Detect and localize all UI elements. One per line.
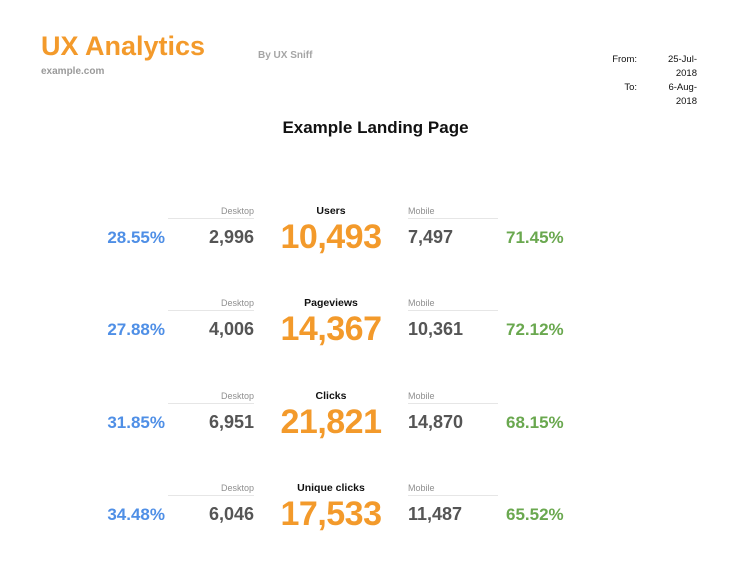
mobile-value: 14,870 xyxy=(408,412,464,432)
desktop-label: Desktop xyxy=(168,391,254,404)
byline: By UX Sniff xyxy=(258,50,313,61)
mobile-percent: 65.52% xyxy=(506,505,564,524)
mobile-percent: 68.15% xyxy=(506,413,564,432)
metric-total: 17,533 xyxy=(280,495,383,533)
mobile-label: Mobile xyxy=(408,391,498,404)
from-label: From: xyxy=(612,54,637,65)
domain-text: example.com xyxy=(41,66,105,77)
desktop-value: 4,006 xyxy=(208,319,254,339)
desktop-percent: 27.88% xyxy=(107,320,165,339)
desktop-percent: 31.85% xyxy=(107,413,165,432)
metric-pageviews: 27.88% Desktop 4,006 Pageviews 14,367 Mo… xyxy=(0,297,751,368)
metric-unique-clicks: 34.48% Desktop 6,046 Unique clicks 17,53… xyxy=(0,482,751,553)
desktop-percent: 28.55% xyxy=(107,228,165,247)
metric-label: Unique clicks xyxy=(297,482,365,494)
mobile-value: 11,487 xyxy=(408,504,463,524)
page-title: Example Landing Page xyxy=(282,118,469,137)
desktop-label: Desktop xyxy=(168,206,254,219)
from-date: 25-Jul-2018 xyxy=(667,54,697,79)
mobile-percent: 72.12% xyxy=(506,320,564,339)
metric-label: Pageviews xyxy=(304,297,358,309)
to-date: 6-Aug-2018 xyxy=(668,82,697,107)
mobile-label: Mobile xyxy=(408,298,498,311)
metric-label: Clicks xyxy=(315,390,347,402)
desktop-percent: 34.48% xyxy=(107,505,165,524)
metric-label: Users xyxy=(316,205,346,217)
mobile-value: 7,497 xyxy=(408,227,454,247)
desktop-label: Desktop xyxy=(168,298,254,311)
mobile-label: Mobile xyxy=(408,206,498,219)
metric-total: 14,367 xyxy=(280,310,383,348)
mobile-percent: 71.45% xyxy=(506,228,564,247)
mobile-label: Mobile xyxy=(408,483,498,496)
metric-total: 21,821 xyxy=(280,403,383,441)
desktop-value: 6,951 xyxy=(208,412,254,432)
desktop-label: Desktop xyxy=(168,483,254,496)
desktop-value: 2,996 xyxy=(208,227,254,247)
metric-users: 28.55% Desktop 2,996 Users 10,493 Mobile… xyxy=(0,205,751,276)
date-range: From: 25-Jul-2018 To: 6-Aug-2018 xyxy=(612,53,697,109)
metric-clicks: 31.85% Desktop 6,951 Clicks 21,821 Mobil… xyxy=(0,390,751,461)
desktop-value: 6,046 xyxy=(208,504,254,524)
brand-title: UX Analytics xyxy=(41,31,206,61)
metric-total: 10,493 xyxy=(280,218,383,256)
mobile-value: 10,361 xyxy=(408,319,464,339)
to-label: To: xyxy=(624,82,637,93)
